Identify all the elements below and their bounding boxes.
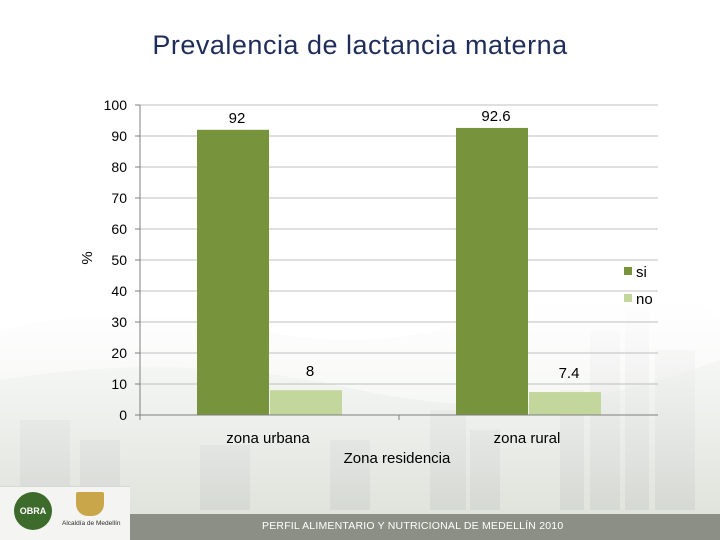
y-tick-label: 20 [111, 345, 127, 361]
x-tick-label: zona rural [494, 430, 561, 447]
y-tick-label: 80 [111, 159, 127, 175]
y-tick-label: 70 [111, 190, 127, 206]
data-label: 8 [306, 363, 314, 380]
y-tick-label: 50 [111, 252, 127, 268]
footer-text: PERFIL ALIMENTARIO Y NUTRICIONAL DE MEDE… [262, 520, 564, 532]
legend: si no [624, 264, 653, 308]
legend-label-no: no [636, 291, 653, 308]
data-label: 92.6 [481, 108, 510, 125]
data-label: 92 [229, 110, 246, 127]
x-axis-label: Zona residencia [344, 450, 451, 467]
y-axis-label: % [79, 251, 96, 264]
chart-title: Prevalencia de lactancia materna [152, 30, 568, 60]
bar-si [197, 129, 269, 416]
city-logo-text: Alcaldía de Medellín [62, 520, 121, 527]
y-tick-label: 30 [111, 314, 127, 330]
obra-logo: OBRA [14, 492, 52, 530]
city-shield-icon [76, 492, 104, 516]
y-tick-label: 10 [111, 376, 127, 392]
data-label: 7.4 [559, 365, 580, 382]
x-tick-label: zona urbana [226, 430, 310, 447]
y-tick-label: 40 [111, 283, 127, 299]
legend-swatch-si [624, 267, 632, 275]
bar-si [456, 127, 528, 415]
legend-swatch-no [624, 294, 632, 302]
bar-no [529, 392, 601, 415]
x-axis: zona urbana zona rural [139, 414, 658, 447]
y-tick-label: 100 [104, 97, 128, 113]
footer-bar [130, 514, 720, 540]
legend-label-si: si [636, 264, 647, 281]
y-axis: 0 10 20 30 40 50 60 70 80 90 100 [104, 97, 141, 423]
y-tick-label: 90 [111, 128, 127, 144]
data-labels: 92 8 92.6 7.4 [229, 108, 580, 382]
y-tick-label: 0 [119, 407, 127, 423]
bar-no [270, 390, 342, 415]
bars [197, 127, 601, 416]
y-tick-label: 60 [111, 221, 127, 237]
